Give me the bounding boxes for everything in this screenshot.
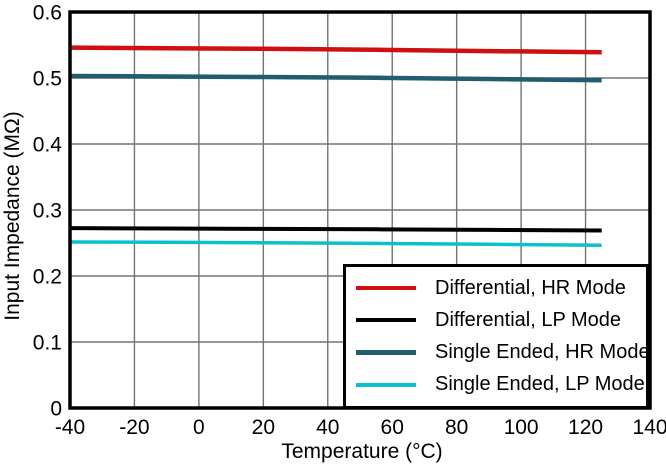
legend-item-differential-hr: Differential, HR Mode (346, 277, 646, 300)
x-tick-label: 20 (252, 416, 275, 439)
x-tick-label: 40 (316, 416, 339, 439)
legend-label: Differential, LP Mode (435, 308, 622, 331)
x-tick-label: 0 (193, 416, 205, 439)
y-tick-label: 0.6 (33, 2, 62, 25)
y-tick-label: 0.1 (33, 332, 62, 355)
legend-line-swatch-differential-hr (356, 285, 416, 291)
legend-line-swatch-differential-lp (356, 318, 416, 323)
x-tick-label: -40 (55, 416, 85, 439)
x-tick-label: 140 (632, 416, 666, 439)
y-tick-label: 0.2 (33, 266, 62, 289)
legend-line-swatch-single-ended-lp (356, 383, 416, 387)
x-axis-title: Temperature (°C) (281, 440, 443, 463)
series-line-single-ended-hr-mode (69, 73, 602, 83)
legend-label: Single Ended, HR Mode (435, 341, 650, 364)
legend: Differential, HR Mode Differential, LP M… (343, 264, 650, 409)
y-tick-label: 0.4 (33, 134, 63, 157)
series-line-differential-lp-mode (69, 226, 602, 233)
legend-item-differential-lp: Differential, LP Mode (346, 309, 646, 332)
series-line-single-ended-lp-mode (69, 240, 602, 248)
y-axis-title: Input Impedance (MΩ) (1, 111, 24, 321)
x-tick-label: 80 (445, 416, 468, 439)
x-tick-label: 60 (381, 416, 404, 439)
series-line-differential-hr-mode (69, 45, 602, 55)
legend-item-single-ended-lp: Single Ended, LP Mode (346, 373, 646, 396)
y-tick-label: 0 (50, 398, 62, 421)
legend-label: Single Ended, LP Mode (435, 373, 645, 396)
legend-label: Differential, HR Mode (435, 276, 626, 299)
y-tick-label: 0.3 (33, 200, 62, 223)
x-tick-label: -20 (119, 416, 149, 439)
legend-line-swatch-single-ended-hr (356, 350, 416, 355)
x-tick-label: 120 (568, 416, 603, 439)
y-tick-label: 0.5 (33, 68, 62, 91)
x-tick-label: 100 (504, 416, 539, 439)
legend-item-single-ended-hr: Single Ended, HR Mode (346, 341, 650, 364)
